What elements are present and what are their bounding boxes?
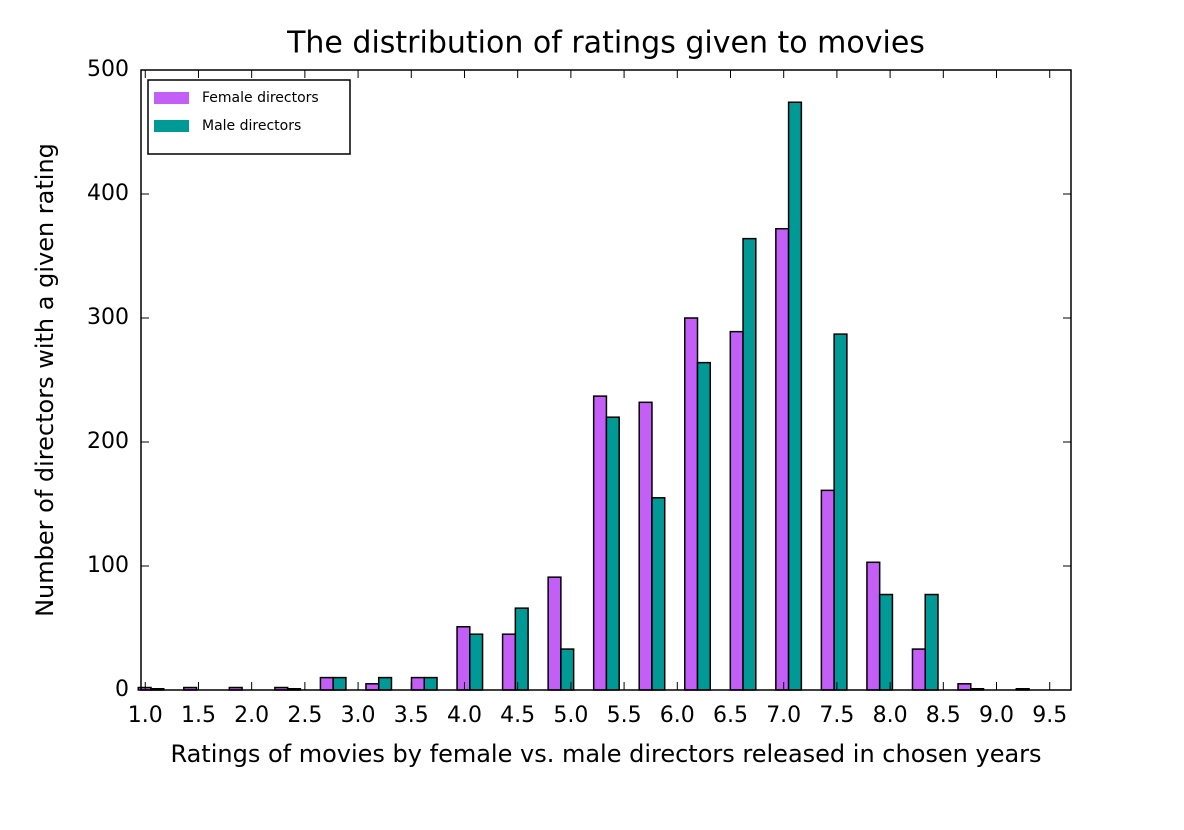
legend-label: Male directors — [202, 118, 301, 134]
bar — [410, 676, 426, 691]
bar — [514, 607, 529, 691]
x-tick-label: 4.0 — [447, 703, 482, 728]
x-tick-label: 1.0 — [128, 703, 163, 728]
y-axis-label: Number of directors with a given rating — [31, 143, 59, 617]
bar — [878, 593, 894, 691]
legend: Female directors Male directors — [147, 79, 351, 155]
x-tick-label: 9.0 — [979, 703, 1014, 728]
bar — [787, 101, 803, 691]
y-tick-label: 0 — [115, 677, 129, 702]
bar — [547, 576, 562, 691]
bar — [469, 633, 484, 691]
x-tick-label: 5.5 — [607, 703, 642, 728]
x-axis-label: Ratings of movies by female vs. male dir… — [170, 740, 1041, 768]
x-tick-label: 7.5 — [819, 703, 854, 728]
bar — [638, 401, 653, 691]
y-tick-label: 400 — [87, 181, 129, 206]
bar — [377, 676, 393, 691]
bar — [319, 676, 334, 691]
bar — [456, 626, 471, 691]
x-tick-label: 8.0 — [873, 703, 908, 728]
bar — [560, 648, 575, 691]
bar — [957, 683, 972, 691]
bar — [742, 237, 757, 691]
y-tick-label: 300 — [87, 305, 129, 330]
legend-swatch — [154, 120, 189, 132]
bar — [911, 648, 926, 691]
bar — [820, 489, 835, 691]
bar — [729, 330, 744, 691]
bar — [592, 395, 608, 691]
bar — [684, 317, 699, 691]
bar — [423, 676, 438, 691]
bar — [501, 633, 517, 691]
legend-swatch — [154, 92, 189, 104]
x-tick-label: 2.0 — [234, 703, 269, 728]
bar — [833, 333, 848, 691]
x-tick-label: 7.0 — [766, 703, 801, 728]
y-tick-label: 100 — [87, 553, 129, 578]
x-tick-label: 2.5 — [287, 703, 322, 728]
x-tick-label: 4.5 — [500, 703, 535, 728]
x-tick-label: 6.5 — [713, 703, 748, 728]
bar — [696, 361, 712, 691]
chart-title: The distribution of ratings given to mov… — [286, 26, 925, 61]
bar — [365, 683, 380, 691]
legend-label: Female directors — [202, 90, 319, 106]
y-tick-label: 500 — [87, 57, 129, 82]
x-tick-label: 5.0 — [553, 703, 588, 728]
bar — [605, 416, 620, 691]
bar — [651, 497, 666, 691]
bar — [866, 561, 881, 691]
x-tick-label: 1.5 — [181, 703, 216, 728]
bar — [332, 676, 347, 691]
x-tick-label: 8.5 — [926, 703, 961, 728]
x-tick-label: 3.5 — [394, 703, 429, 728]
plot-frame — [140, 69, 1072, 691]
x-tick-label: 3.0 — [341, 703, 376, 728]
x-tick-label: 6.0 — [660, 703, 695, 728]
y-tick-label: 200 — [87, 429, 129, 454]
bar — [924, 593, 939, 691]
bar — [775, 227, 790, 691]
x-tick-label: 9.5 — [1032, 703, 1067, 728]
